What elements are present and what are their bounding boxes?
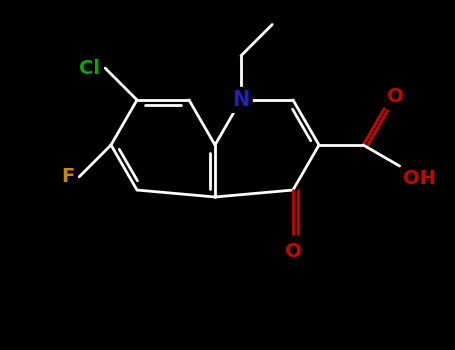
Text: N: N xyxy=(233,90,250,110)
Text: F: F xyxy=(61,167,74,186)
Text: O: O xyxy=(387,87,404,106)
Text: O: O xyxy=(285,242,301,261)
Text: Cl: Cl xyxy=(79,59,100,78)
Text: OH: OH xyxy=(403,169,435,188)
